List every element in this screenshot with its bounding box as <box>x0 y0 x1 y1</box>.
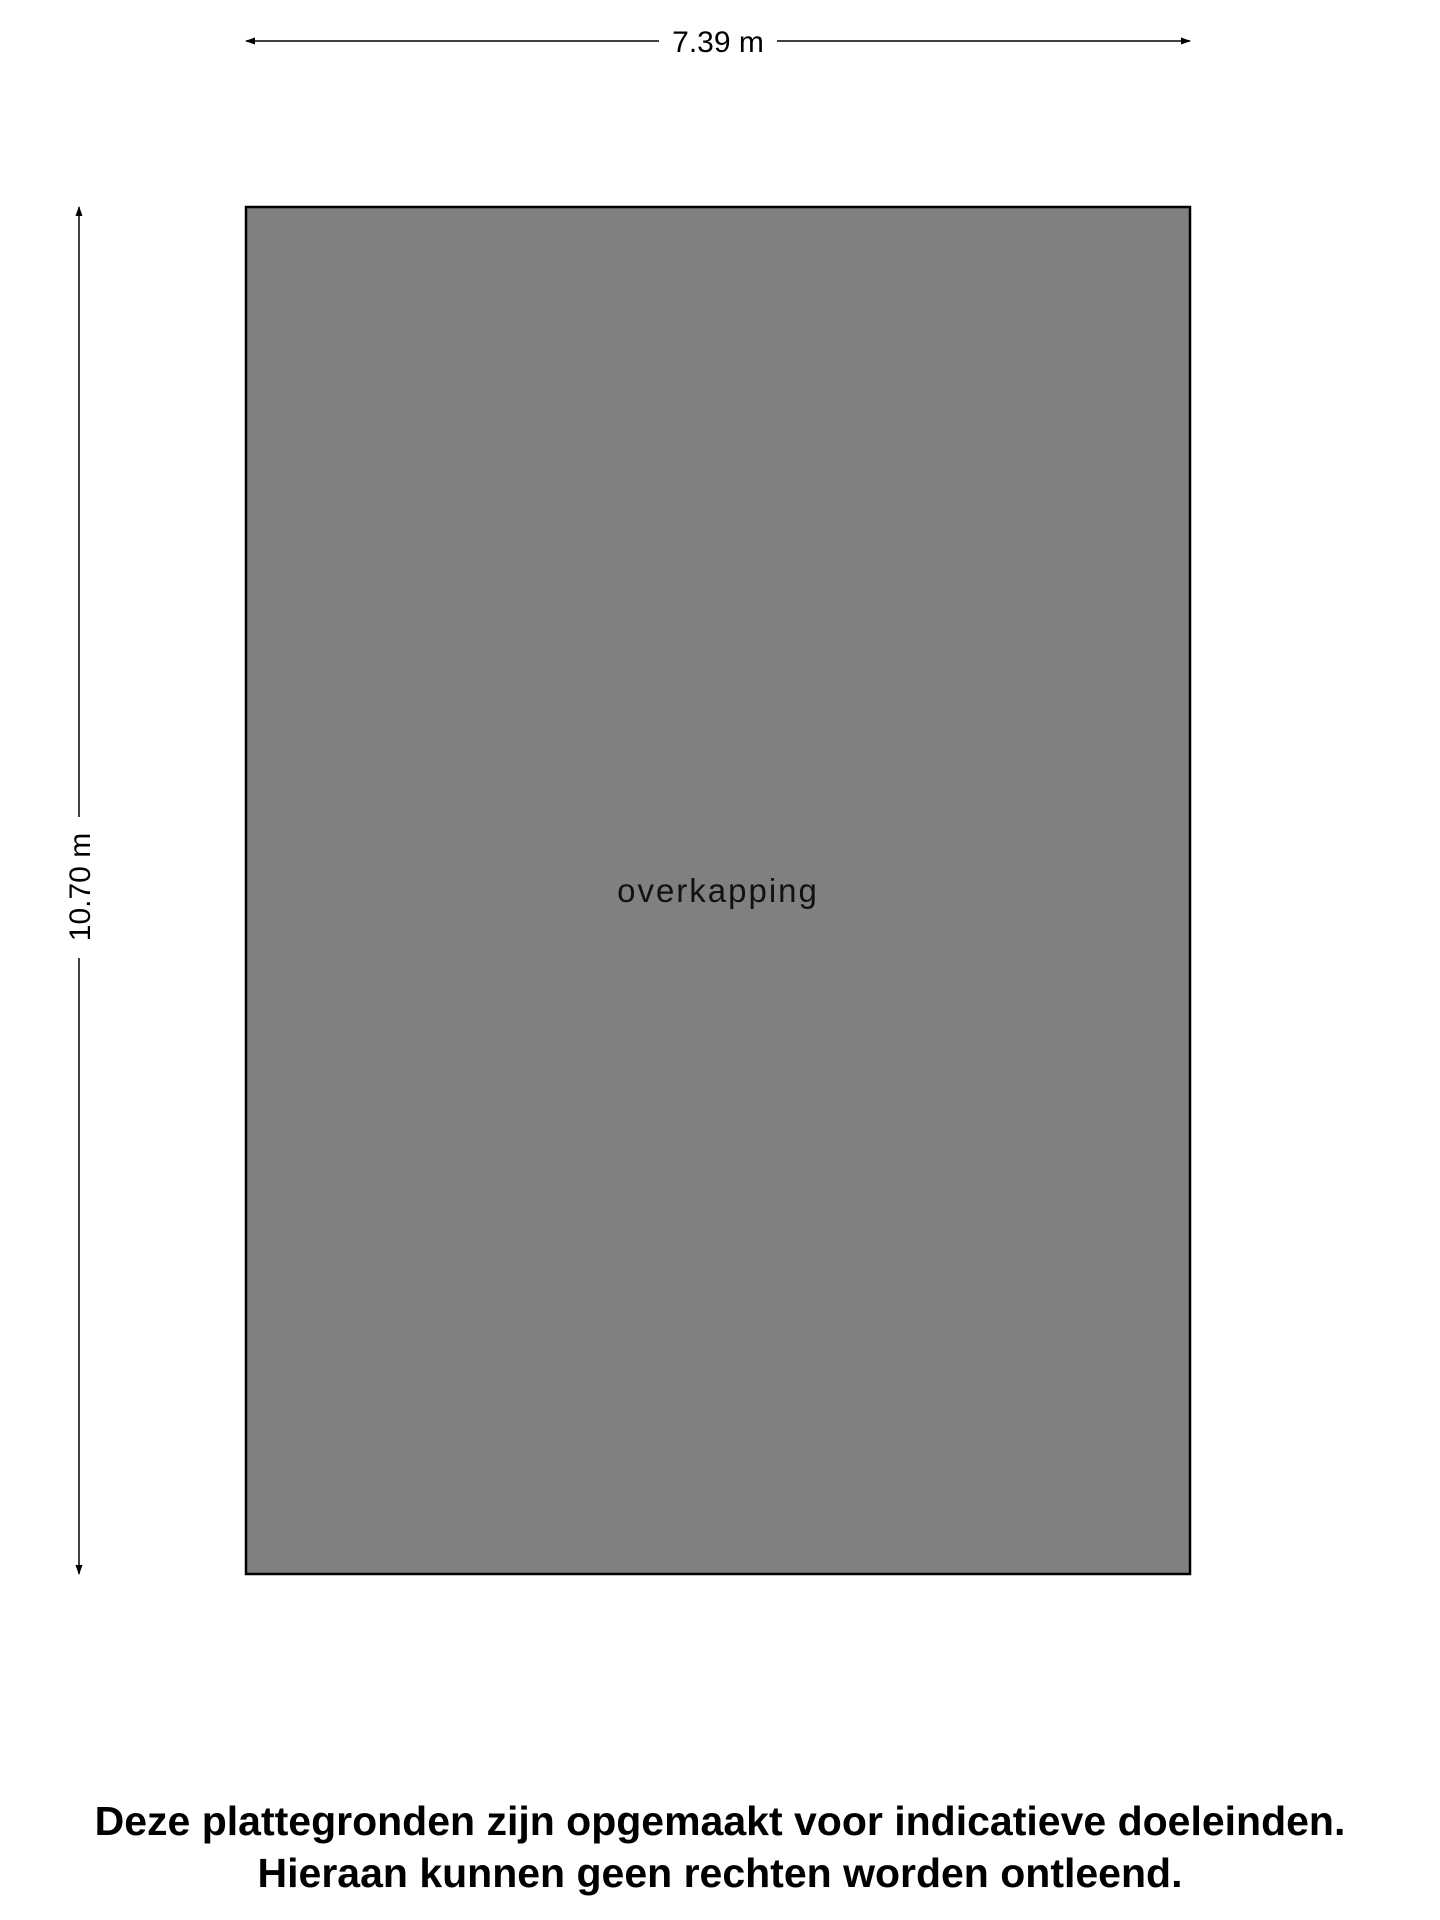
disclaimer-line-1: Deze plattegronden zijn opgemaakt voor i… <box>94 1798 1346 1844</box>
width-dimension: 7.39 m <box>245 26 1191 59</box>
room-overkapping <box>244 205 1192 1576</box>
height-dimension: 10.70 m <box>64 206 97 1575</box>
room-label: overkapping <box>617 872 819 909</box>
height-dimension-label: 10.70 m <box>64 833 97 941</box>
disclaimer-line-2: Hieraan kunnen geen rechten worden ontle… <box>257 1850 1183 1896</box>
width-dimension-label: 7.39 m <box>672 26 764 59</box>
